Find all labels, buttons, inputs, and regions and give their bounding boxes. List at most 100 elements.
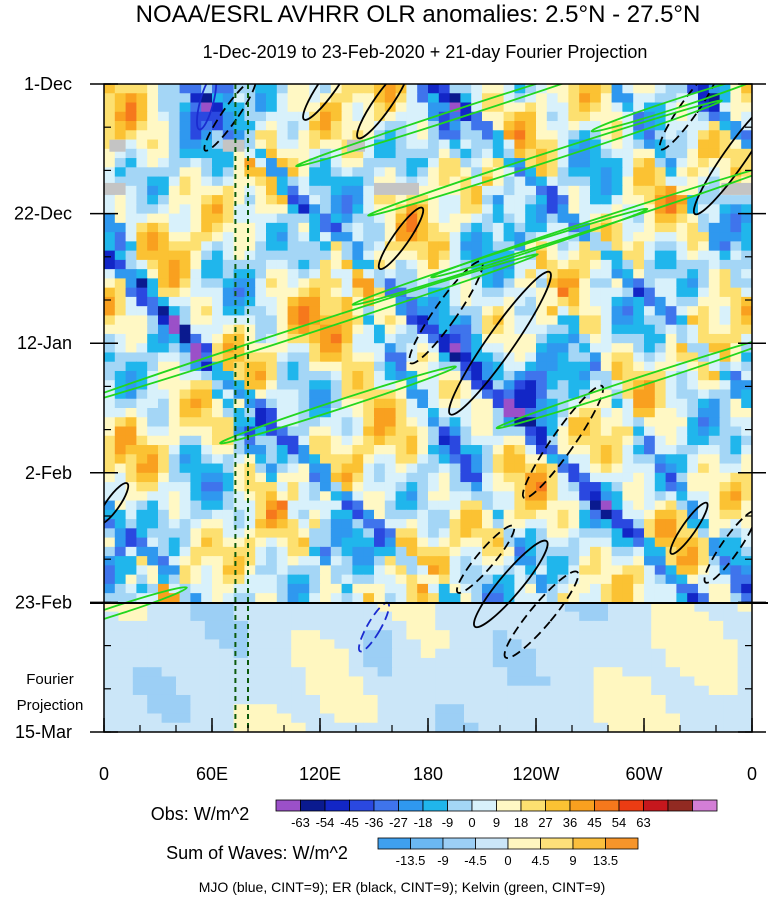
heatmap-cell: [460, 176, 472, 187]
heatmap-cell: [730, 324, 742, 335]
heatmap-cell: [417, 583, 429, 594]
heatmap-cell: [719, 333, 731, 344]
heatmap-cell: [125, 167, 137, 178]
heatmap-cell: [557, 232, 569, 242]
projection-cell: [190, 602, 206, 613]
heatmap-cell: [611, 278, 623, 289]
heatmap-cell: [222, 408, 235, 418]
heatmap-cell: [147, 500, 159, 511]
heatmap-cell: [104, 204, 116, 215]
heatmap-cell: [266, 380, 278, 391]
heatmap-cell: [730, 287, 742, 298]
heatmap-cell: [698, 213, 710, 224]
heatmap-cell: [330, 102, 343, 113]
heatmap-cell: [557, 482, 569, 492]
heatmap-cell: [222, 176, 235, 187]
heatmap-cell: [687, 222, 699, 233]
projection-cell: [406, 657, 422, 668]
heatmap-cell: [179, 148, 191, 159]
heatmap-cell: [600, 222, 613, 233]
heatmap-cell: [158, 176, 170, 187]
heatmap-cell: [503, 296, 515, 307]
heatmap-cell: [406, 519, 418, 529]
heatmap-cell: [330, 574, 343, 585]
heatmap-cell: [352, 593, 364, 603]
heatmap-cell: [406, 463, 418, 474]
heatmap-cell: [428, 222, 440, 233]
projection-cell: [622, 667, 638, 678]
heatmap-cell: [719, 500, 731, 511]
heatmap-cell: [276, 278, 289, 289]
heatmap-cell: [363, 519, 375, 529]
projection-cell: [550, 694, 566, 705]
heatmap-cell: [276, 324, 289, 335]
heatmap-cell: [179, 269, 191, 279]
projection-cell: [233, 694, 249, 705]
heatmap-cell: [406, 213, 418, 224]
heatmap-cell: [233, 435, 245, 446]
heatmap-cell: [352, 482, 364, 492]
heatmap-cell: [665, 148, 677, 159]
projection-cell: [190, 676, 206, 687]
heatmap-cell: [471, 426, 483, 437]
heatmap-cell: [125, 370, 137, 381]
projection-cell: [176, 639, 191, 650]
heatmap-cell: [471, 380, 483, 391]
heatmap-cell: [600, 185, 613, 196]
heatmap-cell: [190, 482, 202, 492]
missing-data-bar: [222, 139, 245, 152]
heatmap-cell: [287, 352, 299, 363]
projection-cell: [680, 602, 695, 613]
heatmap-cell: [428, 380, 440, 391]
heatmap-cell: [298, 408, 310, 418]
projection-cell: [334, 639, 350, 650]
heatmap-cell: [579, 537, 591, 548]
heatmap-cell: [654, 426, 667, 437]
projection-cell: [636, 611, 652, 622]
heatmap-cell: [438, 296, 451, 307]
heatmap-cell: [654, 352, 667, 363]
heatmap-cell: [104, 213, 116, 224]
projection-cell: [608, 694, 623, 705]
heatmap-cell: [568, 204, 580, 215]
projection-cell: [737, 657, 752, 668]
kelvin-wave-contour: [104, 586, 188, 631]
heatmap-cell: [255, 315, 267, 326]
heatmap-cell: [665, 454, 677, 465]
heatmap-cell: [536, 574, 548, 585]
projection-cell: [104, 722, 119, 732]
heatmap-cell: [730, 250, 742, 261]
heatmap-cell: [503, 426, 515, 437]
heatmap-cell: [190, 537, 202, 548]
heatmap-cell: [579, 213, 591, 224]
heatmap-cell: [514, 352, 526, 363]
heatmap-cell: [525, 463, 537, 474]
heatmap-cell: [687, 259, 699, 270]
heatmap-cell: [622, 435, 634, 446]
heatmap-cell: [536, 500, 548, 511]
heatmap-cell: [492, 454, 505, 465]
heatmap-cell: [320, 315, 332, 326]
heatmap-cell: [633, 306, 645, 317]
heatmap-cell: [546, 195, 559, 205]
heatmap-cell: [438, 417, 451, 428]
heatmap-cell: [114, 509, 127, 520]
projection-cell: [694, 694, 710, 705]
heatmap-cell: [276, 148, 289, 159]
heatmap-cell: [168, 528, 181, 539]
heatmap-cell: [633, 500, 645, 511]
heatmap-cell: [471, 176, 483, 187]
heatmap-cell: [212, 370, 224, 381]
heatmap-cell: [579, 278, 591, 289]
heatmap-cell: [514, 315, 526, 326]
heatmap-cell: [546, 84, 559, 94]
heatmap-cell: [395, 463, 407, 474]
projection-cell: [104, 676, 119, 687]
colorbar-swatch: [520, 799, 546, 812]
heatmap-cell: [503, 519, 515, 529]
heatmap-cell: [438, 158, 451, 168]
heatmap-cell: [600, 389, 613, 400]
heatmap-cell: [320, 269, 332, 279]
heatmap-cell: [719, 250, 731, 261]
y-tick-label: 12-Jan: [17, 333, 72, 353]
